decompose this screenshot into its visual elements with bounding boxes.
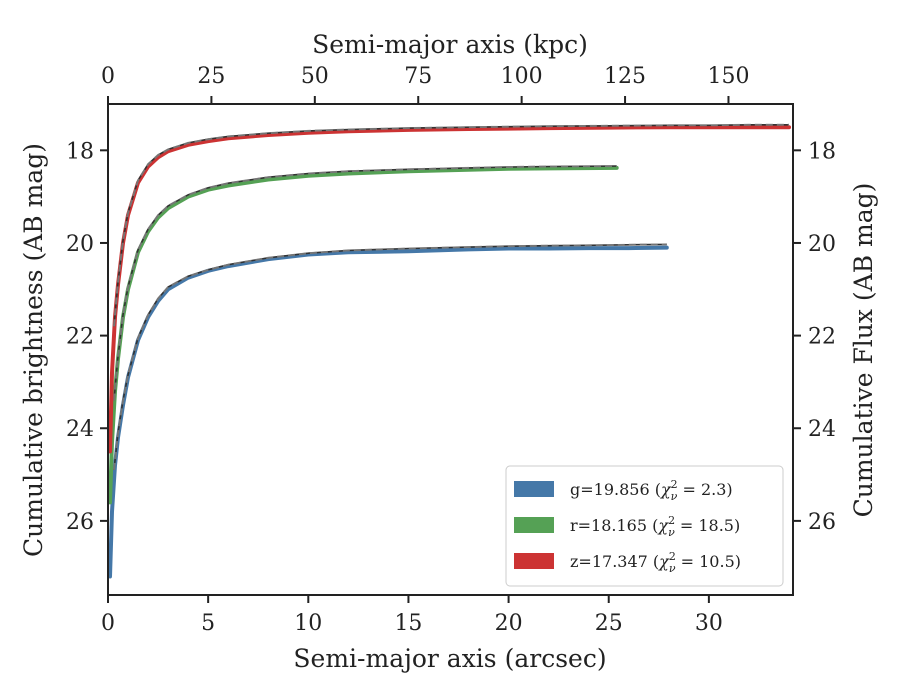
- series-r-model-line: [113, 165, 617, 401]
- series-z-model-dashed: [113, 123, 789, 327]
- series-z-line: [108, 125, 791, 454]
- top-x-tick-label: 50: [301, 64, 329, 89]
- y-tick-label: 26: [66, 510, 94, 535]
- left-y-axis: 18 20 22 24 26: [66, 139, 108, 535]
- bottom-x-axis: 0 5 10 15 20 25 30: [101, 595, 723, 636]
- top-x-tick-label: 25: [197, 64, 225, 89]
- series-layer: [108, 123, 791, 579]
- legend-swatch-z: [514, 553, 554, 569]
- x-tick-label: 30: [695, 611, 723, 636]
- legend-label-z: z=17.347 (χ2 ν = 10.5): [570, 550, 741, 575]
- x-tick-label: 0: [101, 611, 115, 636]
- right-y-axis: 18 20 22 24 26: [793, 139, 836, 535]
- y-tick-label: 24: [66, 417, 94, 442]
- series-z-model-line: [113, 124, 789, 327]
- x-tick-label: 15: [394, 611, 422, 636]
- legend-swatch-g: [514, 481, 554, 497]
- y-tick-label: 22: [66, 325, 94, 350]
- y-axis-title: Cumulative brightness (AB mag): [19, 143, 48, 557]
- top-x-tick-label: 150: [707, 64, 749, 89]
- x-tick-label: 10: [294, 611, 322, 636]
- x-tick-label: 5: [201, 611, 215, 636]
- x-tick-label: 25: [595, 611, 623, 636]
- right-y-tick-label: 26: [808, 510, 836, 535]
- x-axis-title: Semi-major axis (arcsec): [293, 644, 606, 673]
- right-y-tick-label: 22: [808, 325, 836, 350]
- series-g-model-dashed: [113, 243, 667, 471]
- y-tick-label: 18: [66, 139, 94, 164]
- top-x-axis: 0 25 50 75 100 125 150: [101, 64, 749, 104]
- right-y-tick-label: 20: [808, 232, 836, 257]
- legend-box: [505, 465, 784, 587]
- right-y-axis-title: Cumulative Flux (AB mag): [849, 183, 878, 518]
- plot-frame: [107, 103, 794, 596]
- x-tick-label: 20: [495, 611, 523, 636]
- top-x-axis-title: Semi-major axis (kpc): [312, 30, 588, 59]
- legend-label-r: r=18.165 (χ2 ν = 18.5): [570, 514, 740, 539]
- legend-label-g: g=19.856 (χ2 ν = 2.3): [570, 478, 733, 503]
- series-r-line: [108, 165, 619, 505]
- right-y-tick-label: 18: [808, 139, 836, 164]
- y-tick-label: 20: [66, 232, 94, 257]
- top-x-tick-label: 0: [101, 64, 115, 89]
- right-y-tick-label: 24: [808, 417, 836, 442]
- top-x-tick-label: 75: [404, 64, 432, 89]
- series-g-model-line: [113, 243, 667, 470]
- top-x-tick-label: 100: [501, 64, 543, 89]
- legend-swatch-r: [514, 517, 554, 533]
- top-x-tick-label: 125: [604, 64, 646, 89]
- series-r-model-dashed: [113, 165, 617, 401]
- legend: g=19.856 (χ2 ν = 2.3) r=18.165 (χ2 ν = 18.5…: [505, 465, 784, 587]
